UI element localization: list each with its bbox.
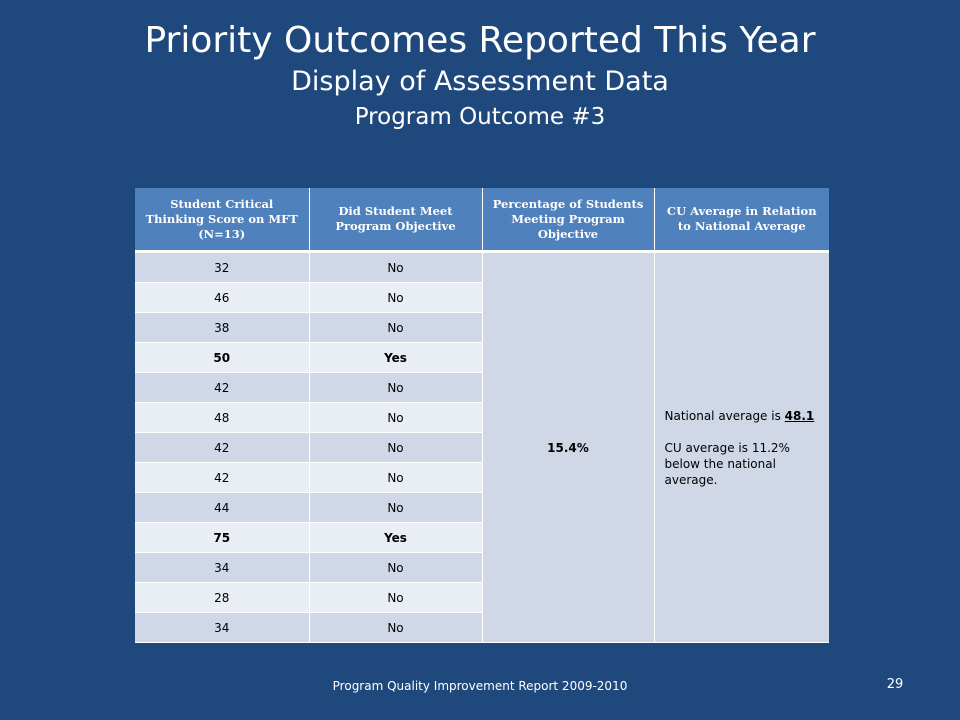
score-cell: 34 [135, 552, 310, 583]
table-row: 38 No [135, 312, 829, 343]
met-objective-cell: Yes [309, 342, 483, 373]
met-objective-cell: No [309, 402, 483, 433]
table-row: 32 No 15.4% National average is 48.1 CU aver… [135, 251, 829, 643]
header-score: Student Critical Thinking Score on MFT (… [135, 188, 310, 253]
percentage-cell: 15.4% [482, 251, 655, 643]
met-objective-cell: No [309, 492, 483, 523]
met-objective-cell: No [309, 282, 483, 313]
cu-average-note-cell: National average is 48.1 CU average is 11… [654, 251, 829, 643]
footer-text: Program Quality Improvement Report 2009-… [332, 679, 628, 693]
header-met-objective: Did Student Meet Program Objective [309, 188, 483, 253]
score-cell: 44 [135, 492, 310, 523]
assessment-table: Student Critical Thinking Score on MFT (… [135, 188, 829, 643]
table-header-row: Student Critical Thinking Score on MFT (… [135, 188, 829, 253]
national-average-label: National average is [664, 408, 785, 423]
slide-subtitle: Display of Assessment Data [291, 66, 669, 97]
met-objective-cell: No [309, 612, 483, 643]
met-objective-cell: Yes [309, 522, 483, 553]
page-number: 29 [886, 677, 904, 692]
met-objective-cell: No [309, 462, 483, 493]
score-cell: 75 [135, 522, 310, 553]
met-objective-cell: No [309, 552, 483, 583]
met-objective-cell: No [309, 251, 483, 283]
score-cell: 32 [135, 251, 310, 283]
table-row: 28 No [135, 582, 829, 613]
table-row: 44 No [135, 492, 829, 523]
table-row: 48 No [135, 402, 829, 433]
table-row: 42 No [135, 372, 829, 403]
met-objective-cell: No [309, 432, 483, 463]
table-row: 42 No [135, 432, 829, 463]
score-cell: 42 [135, 462, 310, 493]
table-row: 42 No [135, 462, 829, 493]
score-cell: 38 [135, 312, 310, 343]
header-cu-average: CU Average in Relation to National Avera… [654, 188, 829, 253]
met-objective-cell: No [309, 312, 483, 343]
score-cell: 46 [135, 282, 310, 313]
table-row: 34 No [135, 612, 829, 643]
slide-subtitle-outcome: Program Outcome #3 [354, 104, 606, 130]
score-cell: 42 [135, 432, 310, 463]
slide-title: Priority Outcomes Reported This Year [144, 20, 816, 61]
table-row: 34 No [135, 552, 829, 583]
met-objective-cell: No [309, 582, 483, 613]
score-cell: 34 [135, 612, 310, 643]
score-cell: 42 [135, 372, 310, 403]
table-row: 75 Yes [135, 522, 829, 553]
national-average-line: National average is 48.1 [665, 408, 820, 424]
title-block: Priority Outcomes Reported This Year Dis… [0, 18, 960, 134]
table-body: 32 No 15.4% National average is 48.1 CU aver… [135, 251, 829, 643]
cu-average-line: CU average is 11.2% below the national a… [664, 440, 790, 487]
score-cell: 50 [135, 342, 310, 373]
header-percentage: Percentage of Students Meeting Program O… [482, 188, 655, 253]
table-row: 46 No [135, 282, 829, 313]
score-cell: 48 [135, 402, 310, 433]
table-row: 50 Yes [135, 342, 829, 373]
score-cell: 28 [135, 582, 310, 613]
met-objective-cell: No [309, 372, 483, 403]
national-average-value: 48.1 [784, 408, 815, 423]
